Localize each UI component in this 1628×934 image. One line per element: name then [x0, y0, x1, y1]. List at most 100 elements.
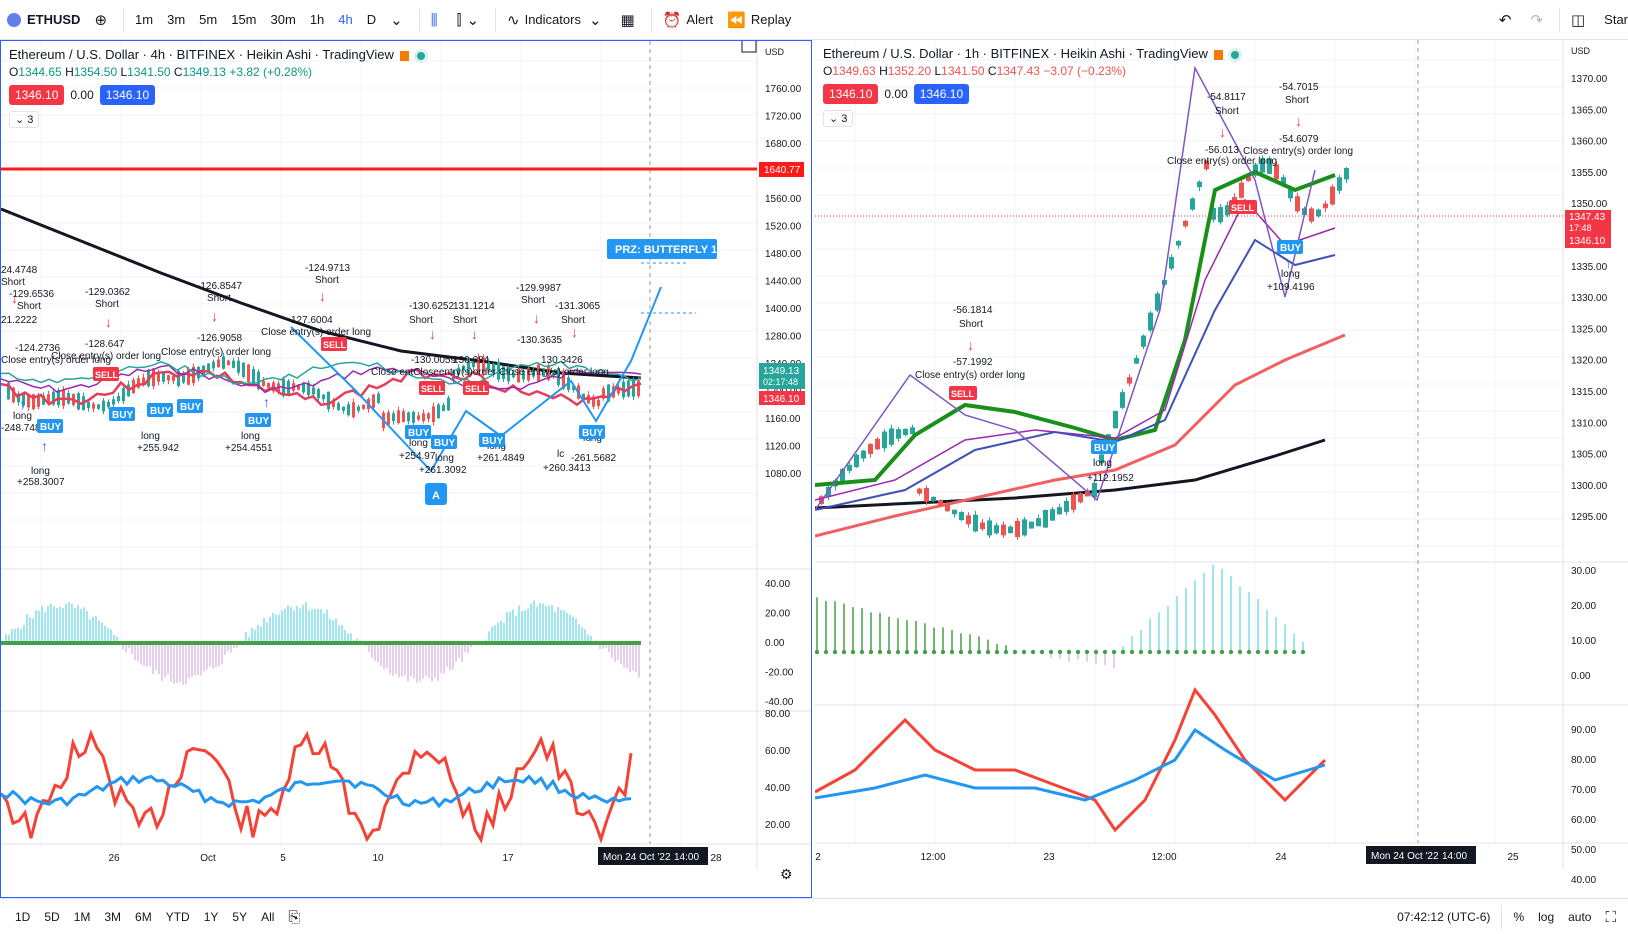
replay-label: Replay: [750, 12, 792, 27]
buy-badge[interactable]: [431, 435, 457, 449]
alert-button[interactable]: ⏰ Alert: [656, 0, 720, 40]
chart-type-bars[interactable]: ⫼: [424, 0, 450, 40]
date-cursor-box: [598, 847, 708, 865]
indicators-button[interactable]: ∿ Indicators ⌄: [500, 0, 614, 40]
goto-date-button[interactable]: ⎘: [281, 908, 312, 926]
macd-signal-dot: [1039, 649, 1045, 655]
range-5d[interactable]: 5D: [44, 909, 60, 924]
chart-type-candles[interactable]: ⫿ ⌄: [450, 0, 491, 40]
percent-toggle[interactable]: %: [1513, 909, 1525, 924]
heikin-ashi-candle: [987, 520, 992, 536]
sell-badge[interactable]: [419, 381, 445, 395]
prz-label-box[interactable]: [607, 239, 717, 259]
flag-icon[interactable]: [1213, 49, 1223, 60]
replay-button[interactable]: ⏪ Replay: [720, 0, 798, 40]
prz-label[interactable]: PRZ: BUTTERFLY 14: [615, 244, 724, 256]
chart-canvas-1h[interactable]: USD 1370.00 1365.00 1360.00 1355.00 1350.00 13…: [815, 40, 1628, 898]
sell-badge[interactable]: [1229, 200, 1257, 214]
heikin-ashi-candle: [1169, 256, 1174, 269]
sell-badge[interactable]: [949, 386, 977, 400]
settings-gear-icon[interactable]: ⚙: [780, 866, 793, 882]
macd-tick: -20.00: [765, 668, 794, 679]
sell-badge[interactable]: [463, 381, 489, 395]
log-toggle[interactable]: log: [1538, 909, 1555, 924]
range-all[interactable]: All: [261, 909, 275, 924]
buy-badge[interactable]: [245, 413, 271, 427]
chart-canvas-4h[interactable]: USD1760.001720.001680.001600.001560.0015…: [1, 41, 812, 898]
ethereum-icon: [7, 12, 21, 27]
layout-button[interactable]: ◫: [1564, 0, 1597, 40]
sell-badge[interactable]: [93, 367, 119, 381]
clock[interactable]: 07:42:12 (UTC-6): [1397, 909, 1491, 924]
templates-button[interactable]: ▦: [614, 0, 647, 40]
heikin-ashi-candle: [327, 391, 330, 410]
heikin-ashi-candle: [896, 429, 901, 439]
tf-30m[interactable]: 30m: [270, 12, 296, 27]
sell-price-button[interactable]: 1346.10: [823, 84, 879, 104]
star-label: Star: [1604, 12, 1628, 27]
auto-toggle[interactable]: auto: [1568, 909, 1592, 924]
fullscreen-button[interactable]: ⛶: [1598, 908, 1628, 926]
chart-pane-1h[interactable]: Ethereum / U.S. Dollar · 1h · BITFINEX ·…: [815, 40, 1628, 898]
range-6m[interactable]: 6M: [135, 909, 152, 924]
alert-label: Alert: [686, 12, 714, 27]
strategy-note: Short: [95, 299, 119, 310]
strategy-note: 130.684: [453, 355, 490, 366]
heikin-ashi-candle: [617, 387, 620, 394]
tf-5m[interactable]: 5m: [199, 12, 218, 27]
tf-4h[interactable]: 4h: [338, 12, 353, 27]
strategy-note: +258.3007: [17, 477, 65, 488]
tf-1h[interactable]: 1h: [309, 12, 325, 27]
currency-label[interactable]: USD: [765, 47, 785, 57]
range-ytd[interactable]: YTD: [165, 909, 190, 924]
tf-3m[interactable]: 3m: [167, 12, 186, 27]
expand-icon[interactable]: [741, 41, 757, 53]
buy-badge[interactable]: [1277, 240, 1303, 254]
buy-badge-label: BUY: [1094, 443, 1115, 454]
strategy-note: 24.4748: [1, 265, 38, 276]
strategy-note: Close entry(s) order long: [1243, 146, 1353, 157]
range-1m[interactable]: 1M: [73, 909, 91, 924]
symbol-search[interactable]: ETHUSD: [0, 0, 87, 40]
indicator-collapse-toggle[interactable]: ⌄ 3: [9, 111, 40, 128]
heikin-ashi-candle: [57, 390, 60, 406]
buy-badge[interactable]: [1091, 440, 1117, 454]
range-5y[interactable]: 5Y: [232, 909, 248, 924]
tf-d[interactable]: D: [366, 12, 377, 27]
compare-button[interactable]: ⊕: [87, 0, 119, 40]
sell-price-button[interactable]: 1346.10: [9, 85, 65, 105]
flag-icon[interactable]: [399, 50, 409, 61]
range-1d[interactable]: 1D: [15, 909, 31, 924]
heikin-ashi-candle: [187, 369, 190, 385]
buy-badge[interactable]: [37, 419, 63, 433]
buy-badge[interactable]: [109, 407, 135, 421]
heikin-ashi-candle: [532, 370, 535, 377]
indicator-collapse-toggle[interactable]: ⌄ 3: [823, 110, 854, 127]
buy-badge[interactable]: [579, 425, 605, 439]
buy-badge[interactable]: [479, 433, 505, 447]
buy-price-button[interactable]: 1346.10: [99, 85, 156, 105]
heikin-ashi-candle: [1155, 293, 1160, 311]
timeframe-dropdown[interactable]: ⌄: [383, 0, 415, 40]
chart-pane-4h[interactable]: Ethereum / U.S. Dollar · 4h · BITFINEX ·…: [0, 40, 812, 898]
undo-button[interactable]: ↶: [1492, 0, 1524, 40]
range-3m[interactable]: 3M: [104, 909, 122, 924]
buy-badge[interactable]: [177, 399, 203, 413]
currency-label[interactable]: USD: [1571, 46, 1591, 56]
macd-tick: 0.00: [1571, 671, 1591, 682]
redo-button[interactable]: ↷: [1523, 0, 1555, 40]
star-button[interactable]: Star: [1597, 0, 1628, 40]
tf-1m[interactable]: 1m: [135, 12, 154, 27]
range-1y[interactable]: 1Y: [203, 909, 219, 924]
heikin-ashi-candle: [497, 361, 500, 380]
tf-15m[interactable]: 15m: [231, 12, 257, 27]
macd-signal-dot: [1030, 649, 1036, 655]
sell-badge[interactable]: [321, 337, 347, 351]
strategy-note: -54.6079: [1279, 134, 1319, 145]
buy-badge[interactable]: [405, 425, 431, 439]
buy-badge[interactable]: [147, 403, 173, 417]
point-a-label[interactable]: A: [432, 490, 440, 502]
heikin-ashi-candle: [387, 412, 390, 425]
point-a-box[interactable]: [425, 483, 447, 505]
buy-price-button[interactable]: 1346.10: [913, 84, 970, 104]
